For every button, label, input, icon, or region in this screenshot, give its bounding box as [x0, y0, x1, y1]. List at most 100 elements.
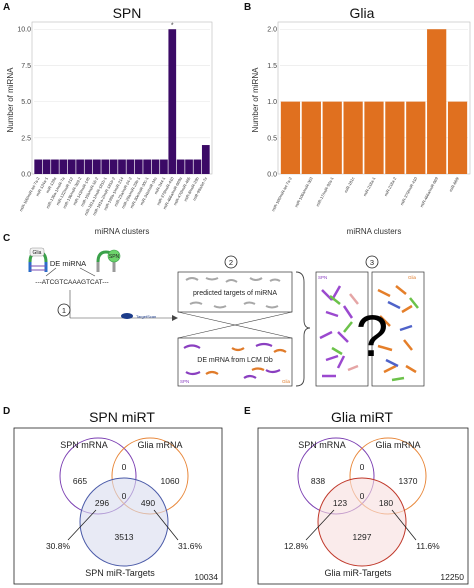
chart-spn-bar — [126, 159, 135, 174]
chart-spn-title: SPN — [113, 5, 142, 21]
chart-spn: SPN * 0.02.55.07.510.0 miR-100/miR-let-7… — [6, 5, 213, 236]
chart-spn-bar — [51, 159, 59, 174]
chart-glia-bar — [447, 101, 468, 174]
venn-spn-n-targets-only: 3513 — [115, 532, 134, 542]
chart-spn-bar — [193, 159, 202, 174]
chart-glia-ytick-label: 1.5 — [267, 63, 277, 70]
venn-glia-pct-left: 12.8% — [284, 541, 309, 551]
step-2-number: 2 — [229, 258, 233, 267]
venn-glia-n-spn-targets: 123 — [333, 498, 347, 508]
glia-hairpin-icon: Glia — [28, 247, 48, 272]
glia-tag: Glia — [33, 250, 42, 256]
chart-spn-bar — [160, 159, 168, 174]
chart-glia-ytick-label: 2.0 — [267, 27, 277, 34]
chart-spn-bar — [59, 159, 68, 174]
venn-spn-circle-targets — [79, 477, 169, 567]
chart-spn-bar — [76, 159, 84, 174]
venn-spn-n-center-top: 0 — [122, 462, 127, 472]
question-mark: ? — [356, 304, 388, 369]
chart-glia-bar — [406, 101, 426, 174]
venn-glia: Glia miRT SPN mRNA Glia mRNA 838 1370 0 … — [257, 409, 469, 585]
chart-glia-xtick-label: miR-669l — [448, 176, 460, 193]
de-mrna-spn-tag: SPN — [180, 379, 189, 384]
chart-spn-ytick-label: 2.5 — [21, 135, 31, 142]
venn-spn-label-spn-mrna: SPN mRNA — [60, 440, 108, 450]
chart-spn-bar — [101, 159, 110, 174]
chart-glia-xtick-label: miR-218a-1 — [362, 175, 377, 196]
chart-glia-xtick-label: miR-218a-2 — [383, 175, 398, 196]
chart-glia-xtick-label: miR-106a/miR-363 — [294, 175, 315, 208]
venn-spn-n-center: 0 — [122, 491, 127, 501]
chart-spn-ytick-label: 10.0 — [17, 27, 31, 34]
sequence-text: ---ATCGTCAAAGTCAT--- — [35, 279, 108, 286]
schematic: Glia SPN DE miRNA ---ATCGTCAAAGTCAT--- 1… — [28, 247, 425, 387]
chart-glia-bar — [280, 101, 301, 174]
box3-glia-tag: Glia — [408, 275, 416, 280]
chart-spn-bar — [168, 29, 177, 174]
chart-spn-plot-area — [31, 21, 213, 175]
spn-hairpin-icon: SPN — [96, 249, 121, 272]
venn-spn-n-glia-targets: 490 — [141, 498, 155, 508]
chart-spn-bar — [151, 159, 160, 174]
venn-spn-label-glia-mrna: Glia mRNA — [137, 440, 182, 450]
venn-glia-n-glia-only: 1370 — [399, 476, 418, 486]
panel-letter-b: B — [244, 2, 252, 13]
chart-glia: Glia 0.0 0.5 1.0 1.5 2.0 miR-100/miR-let-7a-… — [251, 5, 471, 236]
venn-spn-pct-left: 30.8% — [46, 541, 71, 551]
venn-glia-label-glia-mrna: Glia mRNA — [375, 440, 420, 450]
venn-glia-frame — [257, 427, 469, 585]
venn-glia-title: Glia miRT — [331, 409, 393, 425]
chart-spn-bar — [42, 159, 51, 174]
venn-glia-n-center: 0 — [360, 491, 365, 501]
chart-glia-bar — [301, 101, 321, 174]
chart-spn-ylabel: Number of miRNA — [6, 67, 15, 133]
panel-letter-a: A — [3, 2, 11, 13]
step-2-marker — [224, 255, 238, 269]
chart-glia-ytick-label: 0.5 — [267, 135, 277, 142]
spn-tag: SPN — [109, 254, 120, 260]
brace-icon — [295, 271, 311, 387]
venn-spn-pct-right: 31.6% — [178, 541, 203, 551]
chart-spn-bar — [143, 159, 151, 174]
venn-glia-total: 12250 — [440, 572, 464, 582]
chart-spn-ytick-label: 5.0 — [21, 99, 31, 106]
venn-glia-label-spn-mrna: SPN mRNA — [298, 440, 346, 450]
venn-spn-title: SPN miRT — [89, 409, 155, 425]
chart-spn-annotation: * — [171, 23, 174, 30]
chart-glia-xtick-label: miR-466a/miR-669 — [419, 175, 440, 208]
venn-glia-circle-targets — [317, 477, 407, 567]
venn-spn-label-targets: SPN miR-Targets — [85, 568, 155, 578]
chart-glia-bar — [322, 101, 342, 174]
venn-glia-n-targets-only: 1297 — [353, 532, 372, 542]
venn-spn-frame — [13, 427, 223, 585]
chart-glia-ytick-label: 1.0 — [267, 99, 277, 106]
chart-glia-xtick-label: miR-379/miR-410 — [399, 175, 418, 206]
chart-glia-bar — [364, 101, 384, 174]
step-1-number: 1 — [62, 306, 66, 315]
venn-spn: SPN miRT SPN mRNA Glia mRNA 665 1060 0 0… — [13, 409, 223, 585]
step-3-marker — [365, 255, 379, 269]
venn-spn-n-glia-only: 1060 — [161, 476, 180, 486]
panel-letter-e: E — [244, 406, 251, 417]
venn-glia-n-glia-targets: 180 — [379, 498, 393, 508]
chart-spn-xlabel: miRNA clusters — [95, 227, 150, 236]
de-mirna-label: DE miRNA — [50, 259, 86, 268]
chart-spn-ytick-label: 7.5 — [21, 63, 31, 70]
chart-glia-ytick-label: 0.0 — [267, 172, 277, 179]
predicted-targets-label: predicted targets of miRNA — [193, 290, 277, 297]
targetscan-label: TargetScan — [136, 314, 156, 319]
chart-spn-ytick-label: 0.0 — [21, 172, 31, 179]
step-3-number: 3 — [370, 258, 374, 267]
panel-letter-d: D — [3, 406, 11, 417]
box3-spn-tag: SPN — [318, 275, 327, 280]
chart-spn-bar — [185, 159, 193, 174]
chart-glia-xtick-label: miR-100/miR-let-7a-2 — [270, 175, 293, 212]
chart-glia-xtick-label: miR-181c — [343, 176, 355, 193]
venn-spn-total: 10034 — [194, 572, 218, 582]
venn-spn-n-spn-targets: 296 — [95, 498, 109, 508]
targetscan-icon — [121, 313, 133, 319]
venn-glia-pct-right: 11.6% — [416, 541, 440, 551]
chart-glia-bar — [343, 101, 363, 174]
venn-glia-n-center-top: 0 — [360, 462, 365, 472]
chart-glia-xlabel: miRNA clusters — [347, 227, 402, 236]
